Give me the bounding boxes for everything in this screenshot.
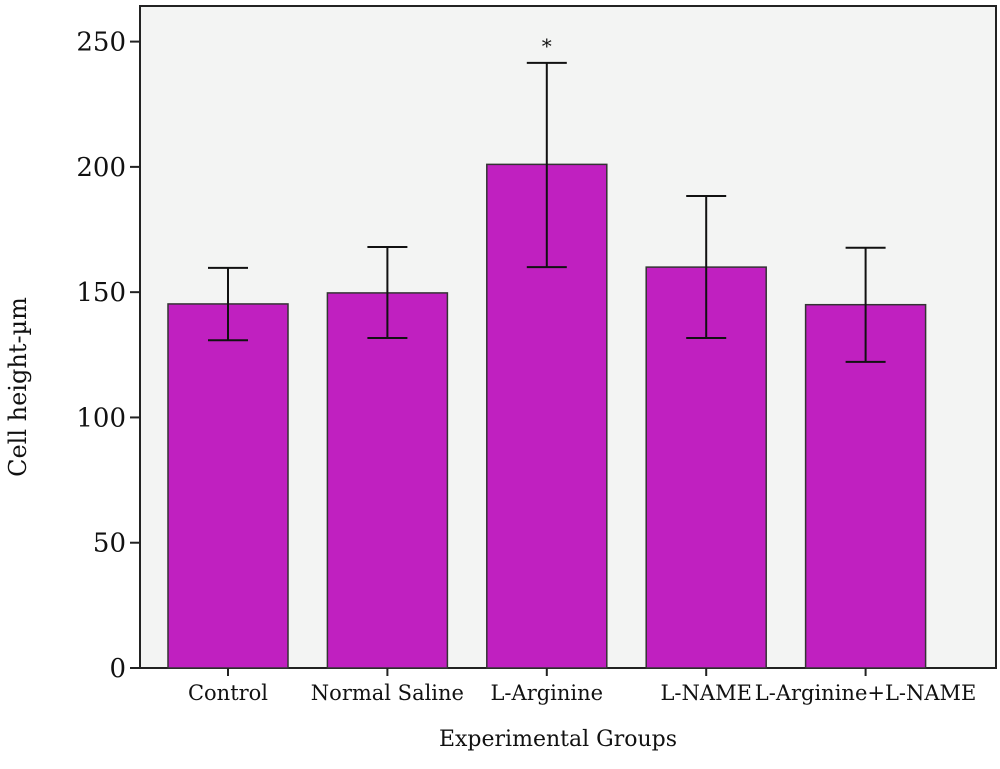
x-tick-label: L-Arginine+L-NAME	[755, 681, 977, 705]
bar	[804, 303, 927, 669]
bars: *	[167, 34, 927, 669]
x-tick-label: L-NAME	[660, 681, 751, 705]
y-tick-label: 150	[76, 278, 126, 308]
x-axis: Control Normal Saline L-Arginine L-NAME L-Ar…	[188, 668, 976, 705]
y-axis-label: Cell height-µm	[4, 297, 32, 477]
significance-marker: *	[542, 34, 552, 58]
y-tick-label: 50	[93, 529, 126, 559]
y-axis: 0 50 100 150 200 250	[76, 28, 140, 684]
x-axis-label: Experimental Groups	[439, 727, 677, 752]
x-tick-label: Normal Saline	[311, 681, 464, 705]
y-tick-label: 250	[76, 28, 126, 58]
y-tick-label: 100	[76, 403, 126, 433]
x-tick-label: L-Arginine	[490, 681, 603, 705]
bar	[167, 303, 289, 669]
x-tick-label: Control	[188, 681, 268, 705]
y-tick-label: 200	[76, 153, 126, 183]
y-tick-label: 0	[109, 654, 126, 684]
bar	[326, 292, 449, 669]
